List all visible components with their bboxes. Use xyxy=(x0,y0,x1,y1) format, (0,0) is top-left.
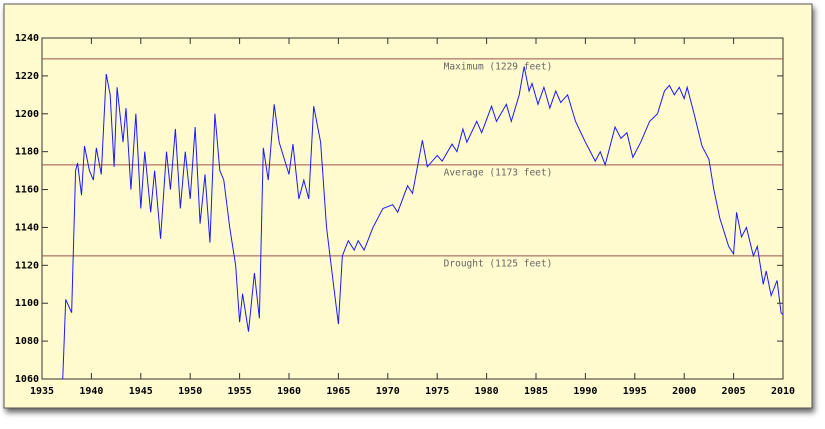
data-line xyxy=(62,66,784,380)
x-tick-label: 1985 xyxy=(524,386,548,397)
plot-area xyxy=(41,37,784,380)
y-tick-label: 1220 xyxy=(15,71,39,82)
x-tick-label: 1970 xyxy=(376,386,400,397)
y-tick-label: 1100 xyxy=(15,298,39,309)
reference-label: Average (1173 feet) xyxy=(444,167,553,178)
x-tick-label: 1940 xyxy=(79,386,103,397)
x-tick-label: 1995 xyxy=(623,386,647,397)
y-tick-label: 1200 xyxy=(15,109,39,120)
y-tick-label: 1060 xyxy=(15,374,39,385)
x-tick-label: 1945 xyxy=(129,386,153,397)
x-tick-label: 2010 xyxy=(771,386,795,397)
reference-label: Drought (1125 feet) xyxy=(444,258,553,269)
x-tick-label: 1975 xyxy=(425,386,449,397)
x-tick-label: 1980 xyxy=(475,386,499,397)
y-tick-label: 1160 xyxy=(15,185,39,196)
y-tick-label: 1240 xyxy=(15,33,39,44)
x-tick-label: 1935 xyxy=(30,386,54,397)
y-tick-label: 1180 xyxy=(15,147,39,158)
x-tick-label: 1950 xyxy=(178,386,202,397)
x-tick-label: 2005 xyxy=(722,386,746,397)
x-tick-label: 1990 xyxy=(573,386,597,397)
x-tick-label: 2000 xyxy=(672,386,696,397)
x-tick-label: 1955 xyxy=(228,386,252,397)
y-tick-label: 1120 xyxy=(15,260,39,271)
x-tick-label: 1965 xyxy=(326,386,350,397)
reference-label: Maximum (1229 feet) xyxy=(444,61,553,72)
x-tick-label: 1960 xyxy=(277,386,301,397)
y-tick-label: 1140 xyxy=(15,222,39,233)
y-tick-label: 1080 xyxy=(15,336,39,347)
